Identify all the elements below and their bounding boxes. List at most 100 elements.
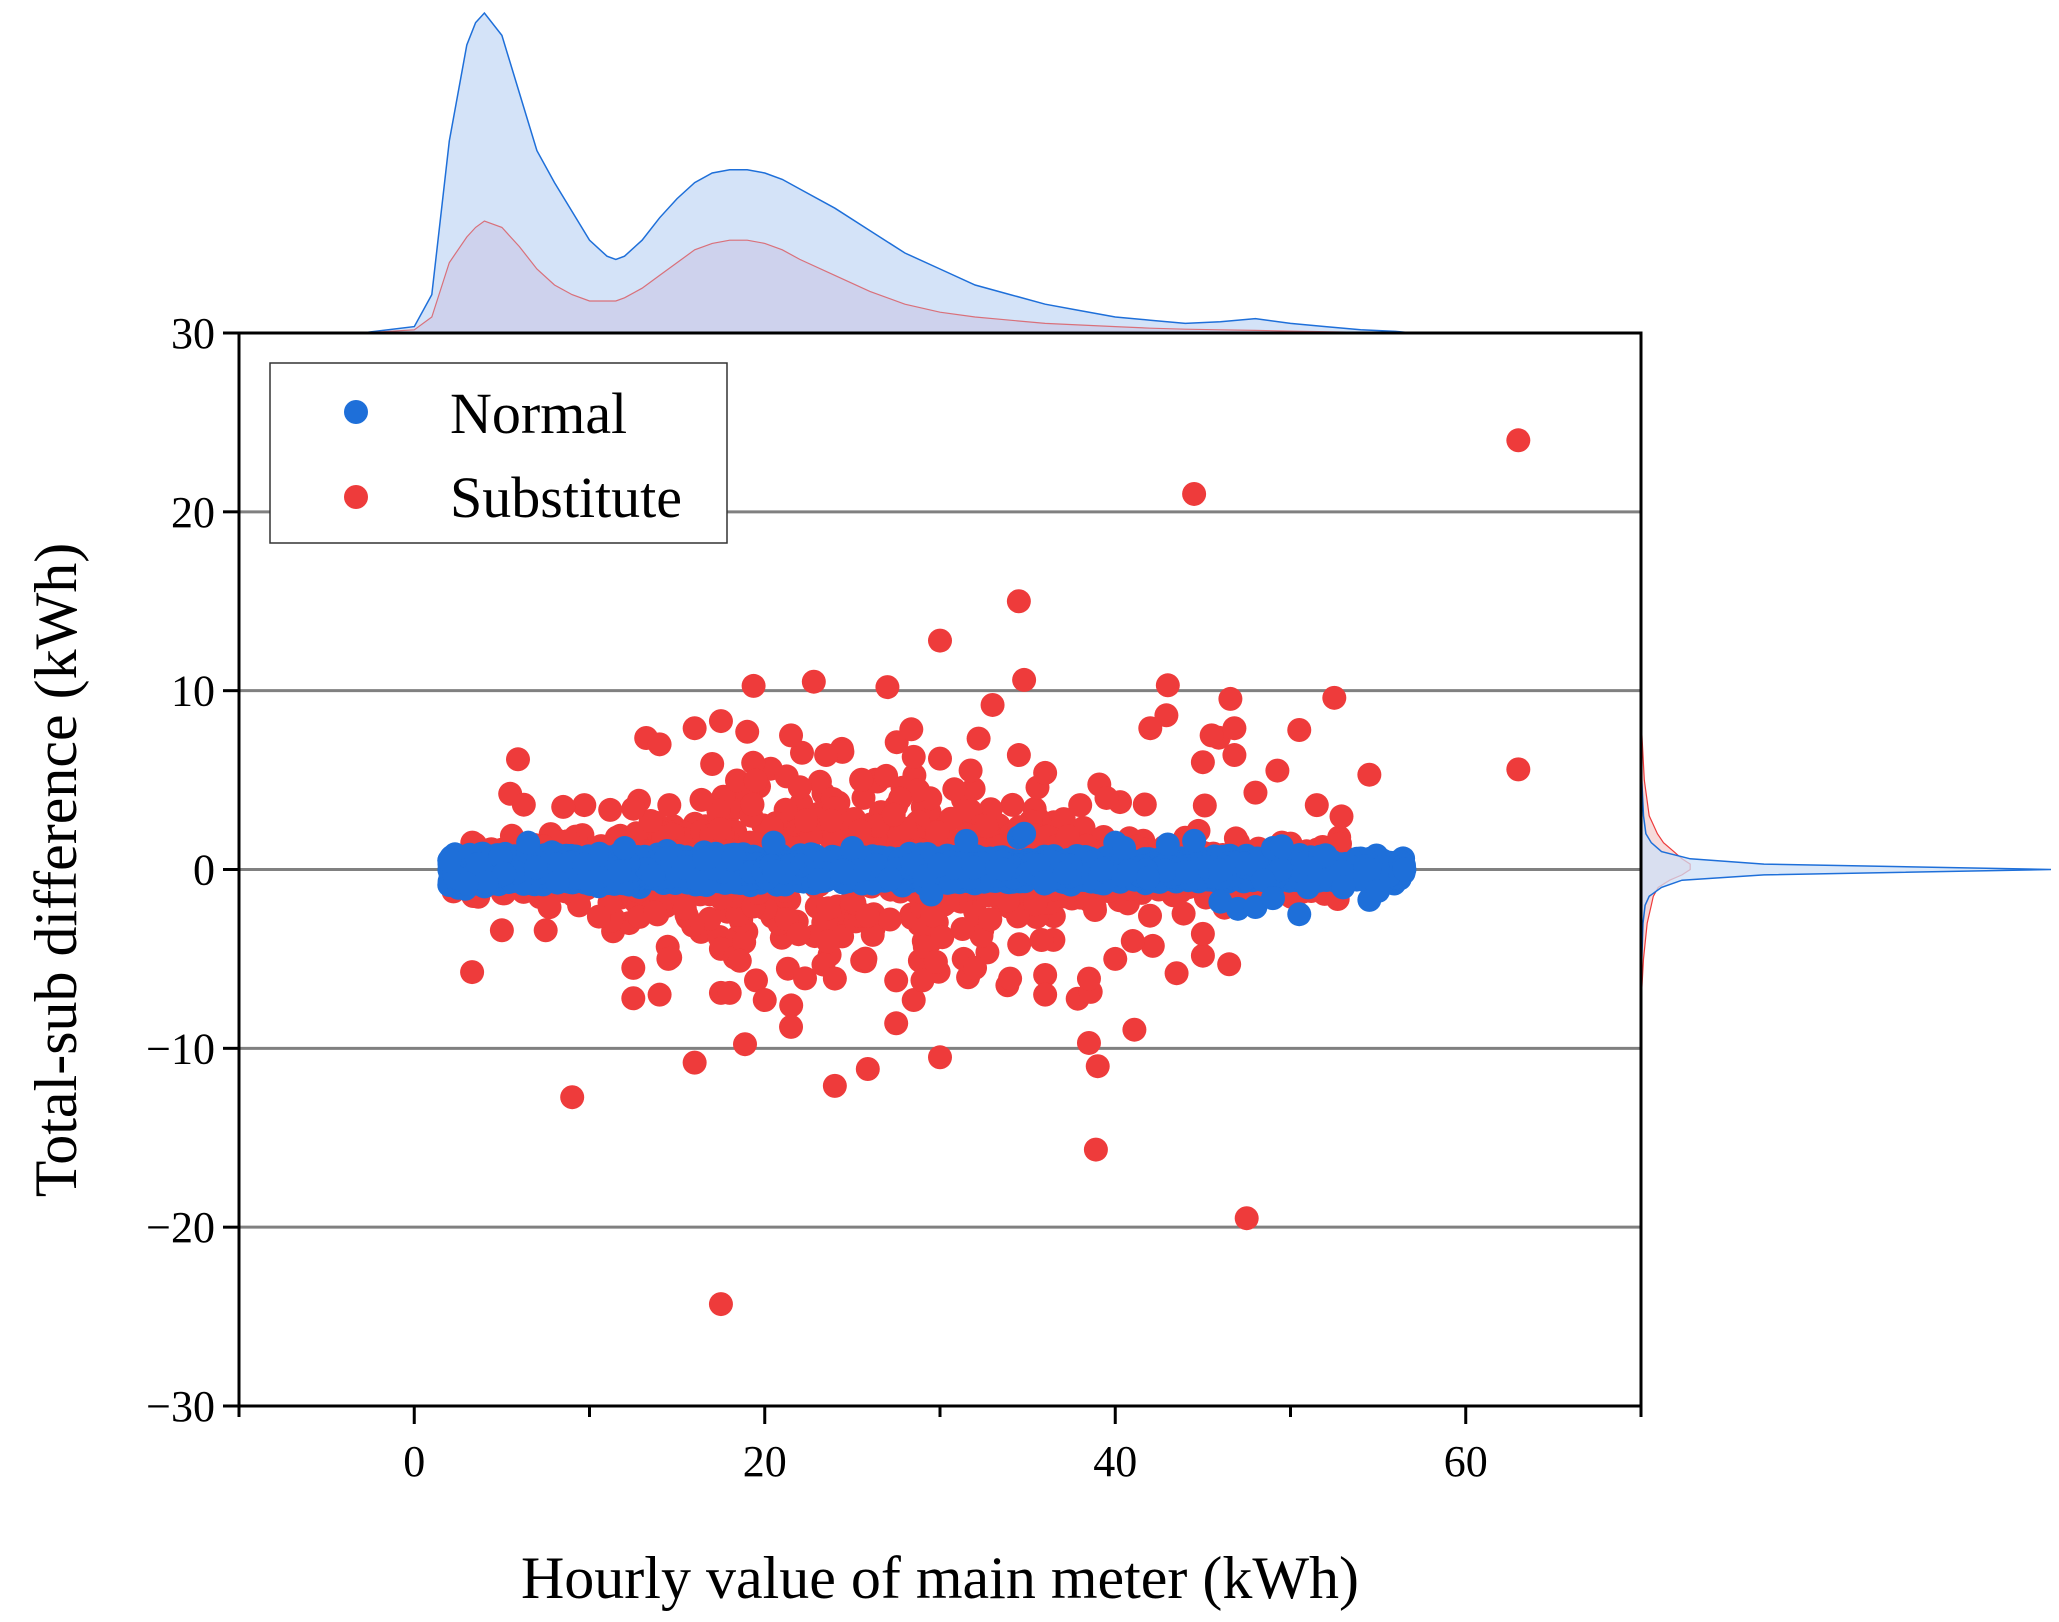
substitute-point (906, 778, 931, 803)
substitute-point (1083, 1137, 1108, 1162)
normal-point (1268, 857, 1293, 882)
y-tick-label: −30 (146, 1382, 215, 1431)
normal-point (1182, 828, 1207, 853)
normal-point (807, 868, 831, 892)
normal-point (1012, 821, 1037, 846)
substitute-point (717, 980, 742, 1005)
substitute-point (814, 743, 839, 768)
substitute-point (460, 960, 485, 985)
substitute-point (877, 907, 902, 932)
substitute-point (586, 904, 611, 929)
substitute-point (708, 709, 733, 734)
substitute-point (884, 1011, 909, 1036)
substitute-point (801, 669, 826, 694)
substitute-point (727, 948, 752, 973)
substitute-point (807, 769, 832, 794)
normal-point (878, 866, 903, 891)
legend-label-substitute: Substitute (450, 465, 682, 530)
substitute-point (875, 675, 900, 700)
normal-point (1136, 865, 1160, 890)
marginal-y-density (1640, 717, 2052, 1004)
substitute-point (963, 955, 988, 980)
substitute-point (1190, 943, 1215, 968)
substitute-point (643, 900, 668, 925)
marginal-y-normal (1640, 717, 2052, 1004)
normal-point (1033, 870, 1058, 895)
substitute-point (682, 716, 707, 741)
substitute-point (1265, 758, 1290, 783)
substitute-point (1322, 685, 1347, 710)
normal-point (761, 830, 786, 855)
substitute-point (733, 1032, 757, 1057)
substitute-point (942, 777, 967, 802)
substitute-point (1243, 780, 1268, 805)
normal-point (579, 870, 604, 895)
substitute-point (853, 946, 878, 971)
substitute-point (1155, 673, 1180, 698)
substitute-point (621, 955, 646, 980)
substitute-point (537, 895, 562, 920)
normal-point (544, 852, 569, 877)
substitute-point (910, 968, 935, 993)
normal-point (612, 836, 637, 861)
substitute-point (787, 775, 812, 800)
substitute-point (901, 744, 926, 769)
substitute-point (1171, 901, 1196, 926)
substitute-point (779, 993, 804, 1018)
legend: Normal Substitute (269, 362, 728, 544)
substitute-point (1083, 898, 1107, 922)
substitute-point (1029, 928, 1054, 952)
substitute-point (1068, 793, 1093, 818)
substitute-point (572, 793, 597, 818)
substitute-point (855, 1057, 880, 1081)
substitute-point (950, 917, 975, 941)
substitute-point (790, 740, 814, 765)
normal-point (466, 852, 491, 876)
substitute-point (822, 966, 847, 991)
substitute-point (822, 1073, 847, 1098)
substitute-point (1222, 716, 1247, 741)
substitute-point (1076, 966, 1101, 991)
substitute-point (560, 1085, 585, 1110)
normal-point (990, 857, 1015, 882)
normal-point (437, 848, 462, 873)
normal-point (545, 870, 570, 895)
substitute-point (1122, 1017, 1147, 1042)
substitute-point (752, 988, 777, 1013)
substitute-point (1120, 929, 1145, 954)
normal-point (954, 828, 979, 853)
substitute-point (1006, 743, 1031, 768)
substitute-point (881, 802, 906, 827)
substitute-point (851, 785, 876, 810)
substitute-point (1085, 1054, 1110, 1079)
substitute-point (489, 918, 514, 943)
substitute-point (1154, 703, 1179, 728)
y-tick-label: 20 (171, 488, 215, 537)
normal-point (1366, 878, 1391, 903)
normal-point (641, 863, 666, 888)
substitute-point (1222, 743, 1247, 768)
substitute-point (743, 768, 768, 793)
normal-point (1155, 832, 1180, 857)
substitute-point (741, 750, 766, 775)
substitute-point (1234, 1206, 1259, 1231)
substitute-point (1000, 792, 1025, 817)
normal-point (1296, 875, 1321, 900)
substitute-point (779, 1014, 804, 1039)
substitute-point (689, 787, 714, 812)
substitute-point (779, 723, 804, 748)
normal-point (1175, 860, 1199, 884)
normal-point (919, 882, 944, 907)
marginal-x-substitute (361, 220, 1414, 334)
substitute-point (657, 793, 682, 818)
normal-point (1090, 857, 1115, 882)
normal-point (523, 855, 548, 880)
substitute-point (638, 809, 663, 833)
y-tick-label: 0 (193, 846, 215, 895)
legend-marker-substitute (344, 485, 368, 509)
substitute-point (1006, 589, 1031, 614)
substitute-point (928, 746, 952, 771)
substitute-point (707, 817, 732, 842)
substitute-point (1357, 762, 1382, 787)
substitute-point (598, 797, 623, 822)
